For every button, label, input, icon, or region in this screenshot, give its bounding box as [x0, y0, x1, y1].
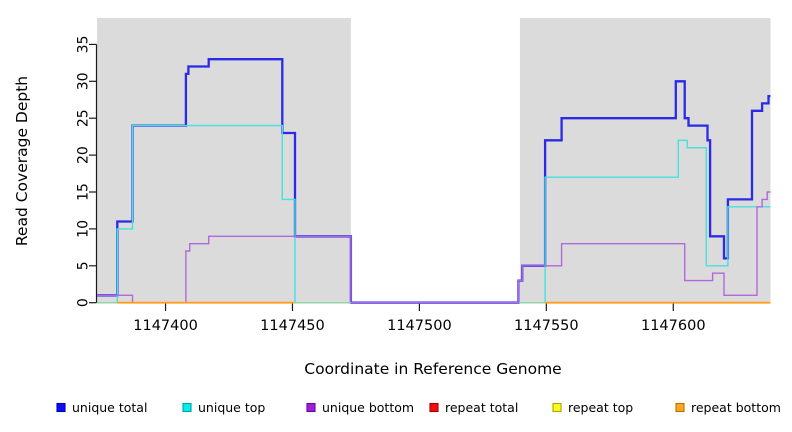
- series-unique-top: [97, 124, 771, 304]
- legend-label: repeat bottom: [691, 400, 781, 415]
- x-tick-label: 1147550: [514, 318, 579, 334]
- legend-label: repeat top: [568, 400, 633, 415]
- y-axis-title: Read Coverage Depth: [13, 76, 31, 246]
- x-tick-label: 1147600: [641, 318, 706, 334]
- legend-swatch-icon: [306, 402, 316, 413]
- shaded-region-1: [519, 18, 771, 304]
- y-tick-label: 15: [76, 183, 92, 201]
- legend-item-unique-bottom: unique bottom: [306, 400, 414, 415]
- legend-item-repeat-top: repeat top: [552, 400, 633, 415]
- legend-label: repeat total: [445, 400, 518, 415]
- x-tick-label: 1147500: [387, 318, 452, 334]
- legend-item-repeat-total: repeat total: [429, 400, 518, 415]
- x-tick-label: 1147450: [260, 318, 325, 334]
- legend-swatch-icon: [56, 402, 66, 413]
- y-tick-label: 0: [76, 298, 92, 307]
- y-tick-label: 35: [76, 35, 92, 53]
- x-axis-title: Coordinate in Reference Genome: [304, 360, 561, 378]
- series-unique-bottom: [97, 191, 771, 304]
- data-series: [97, 58, 771, 304]
- y-tick-label: 20: [76, 146, 92, 164]
- legend-item-repeat-bottom: repeat bottom: [675, 400, 781, 415]
- plot-panels: [97, 18, 771, 304]
- y-tick-label: 25: [76, 109, 92, 127]
- legend-swatch-icon: [552, 402, 562, 413]
- legend-swatch-icon: [182, 402, 192, 413]
- legend: unique total unique top unique bottom repea…: [56, 400, 781, 415]
- legend-label: unique top: [198, 400, 265, 415]
- legend-item-unique-total: unique total: [56, 400, 147, 415]
- y-tick-label: 30: [76, 72, 92, 90]
- axes: 0 5 10 15 20 25 30 35 1147400 1147450 1147500 11475…: [76, 35, 706, 334]
- y-tick-label: 5: [76, 261, 92, 270]
- legend-item-unique-top: unique top: [182, 400, 265, 415]
- y-tick-label: 10: [76, 220, 92, 238]
- legend-swatch-icon: [429, 402, 439, 413]
- legend-label: unique bottom: [322, 400, 414, 415]
- shaded-region-0: [97, 18, 351, 304]
- legend-label: unique total: [72, 400, 147, 415]
- x-tick-label: 1147400: [133, 318, 198, 334]
- legend-swatch-icon: [675, 402, 685, 413]
